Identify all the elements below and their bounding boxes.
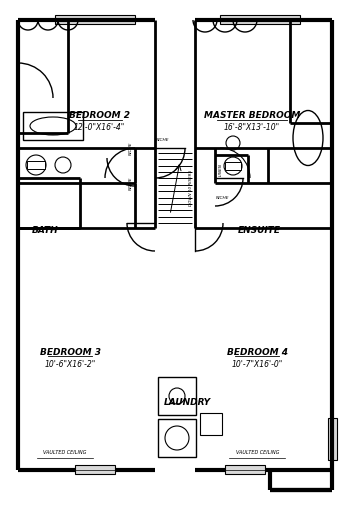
Bar — [27, 161, 45, 169]
Text: MASTER BEDROOM: MASTER BEDROOM — [204, 111, 300, 120]
Text: NICHE: NICHE — [129, 176, 133, 190]
Bar — [328, 418, 337, 460]
Bar — [23, 112, 83, 140]
Text: LAUNDRY: LAUNDRY — [164, 398, 211, 407]
Text: DOWN 10 RISERS: DOWN 10 RISERS — [189, 170, 193, 206]
Text: 10'-6"X16'-2": 10'-6"X16'-2" — [44, 360, 96, 369]
Bar — [158, 419, 196, 457]
Text: BEDROOM 3: BEDROOM 3 — [40, 347, 100, 357]
Bar — [75, 465, 115, 474]
Bar — [200, 413, 222, 435]
Ellipse shape — [55, 157, 71, 173]
Text: VAULTED CEILING: VAULTED CEILING — [236, 450, 279, 455]
Bar — [220, 15, 300, 24]
Circle shape — [26, 155, 46, 175]
Ellipse shape — [293, 111, 323, 166]
Bar — [225, 162, 241, 170]
Text: 16'-8"X13'-10": 16'-8"X13'-10" — [224, 123, 280, 133]
Bar — [55, 15, 135, 24]
Ellipse shape — [30, 117, 76, 135]
Circle shape — [169, 388, 185, 404]
Circle shape — [224, 157, 242, 175]
Text: BATH: BATH — [32, 226, 59, 235]
Text: NICHE: NICHE — [156, 138, 170, 142]
Bar — [158, 377, 196, 415]
Text: BEDROOM 2: BEDROOM 2 — [69, 111, 130, 120]
Text: ENSUITE: ENSUITE — [238, 226, 280, 235]
Ellipse shape — [226, 136, 240, 150]
Text: 10'-7"X16'-0": 10'-7"X16'-0" — [232, 360, 283, 369]
Text: NICHE: NICHE — [216, 196, 230, 200]
Text: VAULTED CEILING: VAULTED CEILING — [43, 450, 86, 455]
Bar — [225, 465, 265, 474]
Text: NICHE: NICHE — [129, 141, 133, 155]
Text: LINEN: LINEN — [219, 163, 223, 175]
Text: BEDROOM 4: BEDROOM 4 — [227, 347, 288, 357]
Text: 12'-0"X16'-4": 12'-0"X16'-4" — [74, 123, 125, 133]
